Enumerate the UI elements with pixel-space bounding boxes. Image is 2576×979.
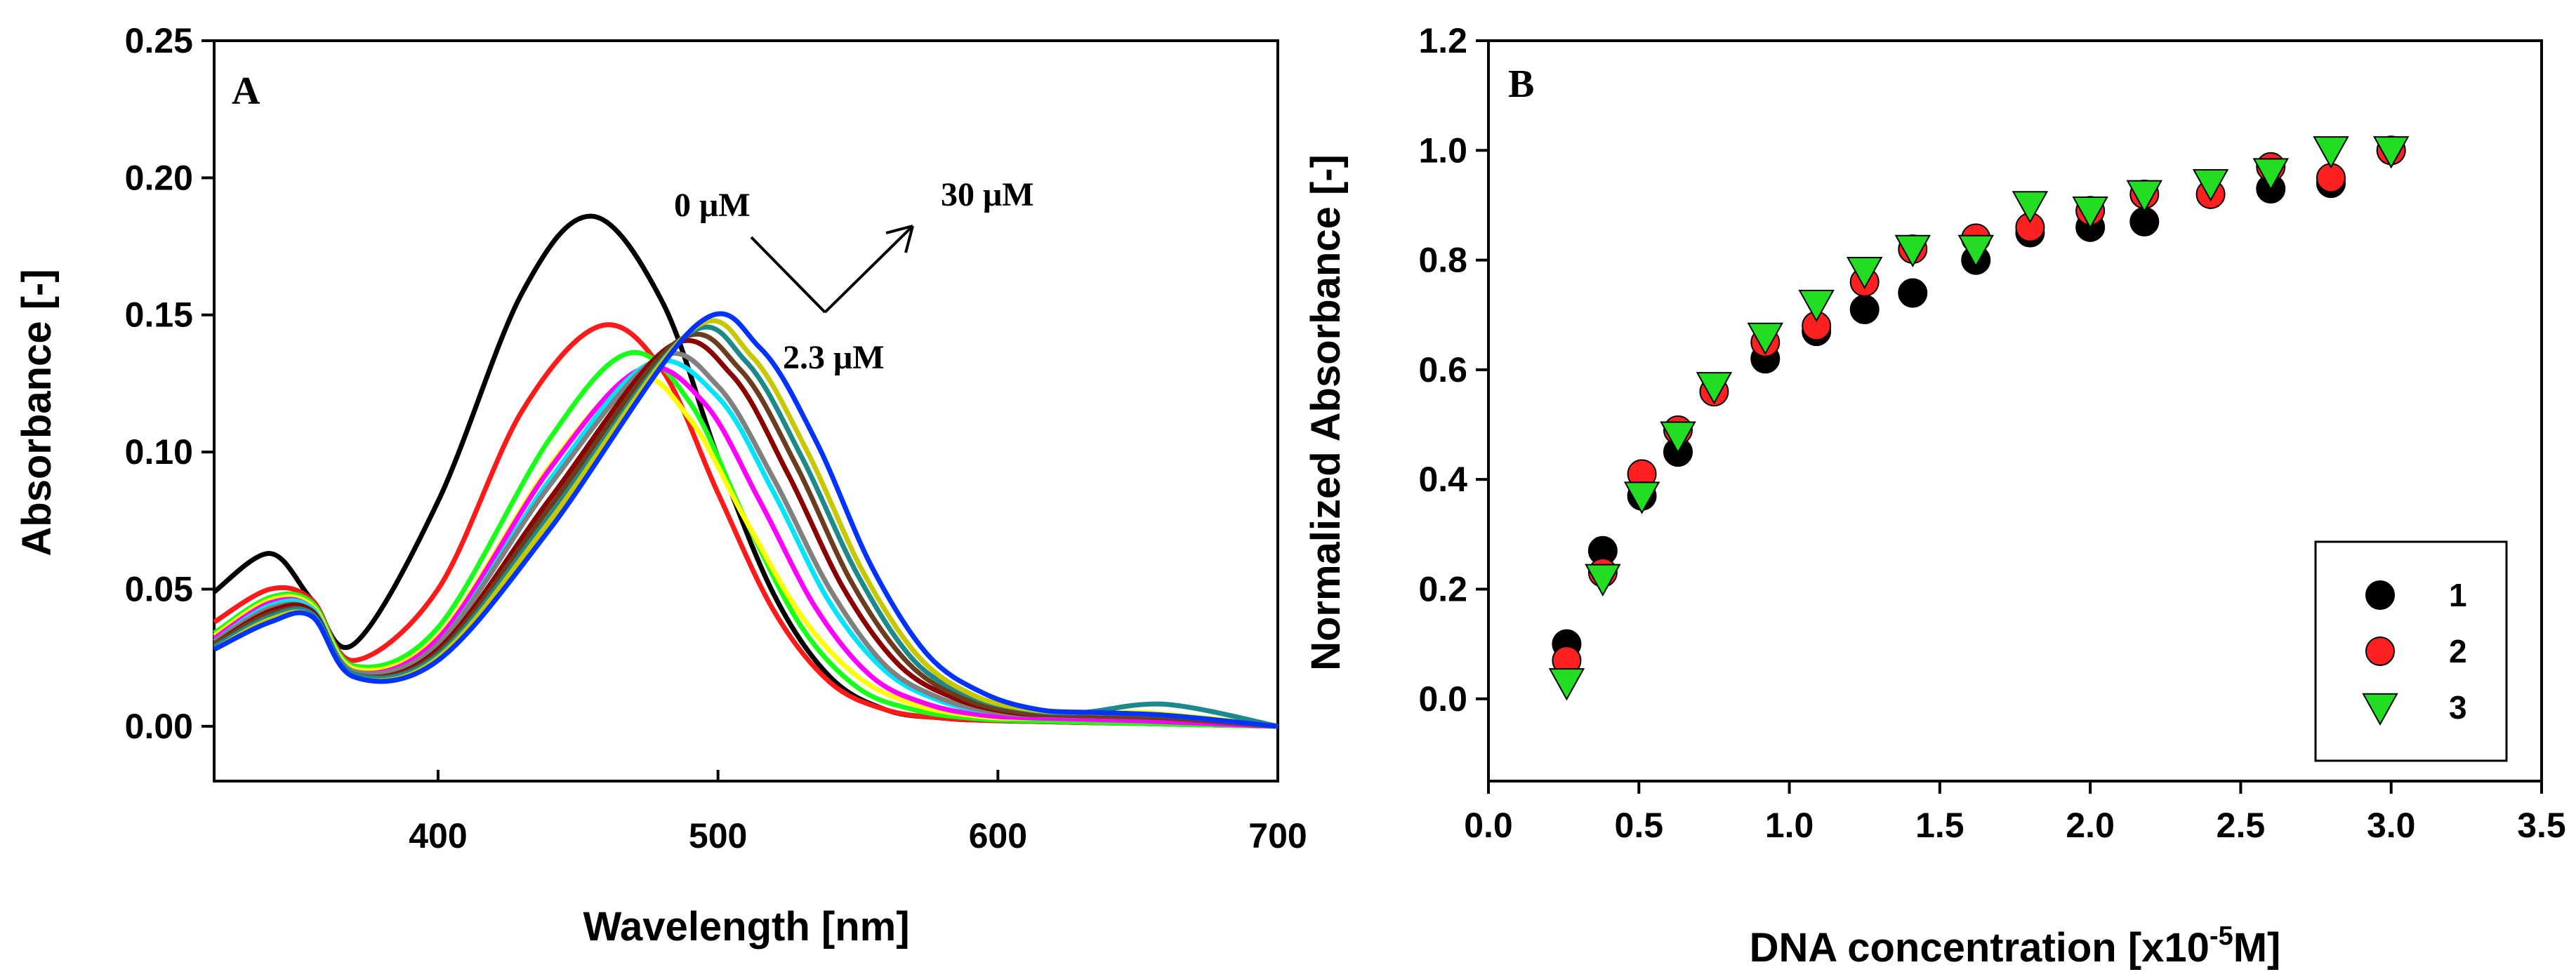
a-xtick-label: 700 [1248, 816, 1307, 855]
legend-label-1: 1 [2449, 577, 2467, 613]
b-ytick-label: 0.6 [1418, 350, 1467, 389]
a-ytick-label: 0.20 [125, 158, 193, 197]
a-ytick-label: 0.25 [125, 21, 193, 60]
panel-b: 0.0 0.5 1.0 1.5 2.0 2.5 3.0 3.5 0.0 0.2 0.4 0.6 0.8 1… [1303, 21, 2566, 971]
b-ytick-label: 0.2 [1418, 569, 1467, 608]
annotation-end: 30 μM [941, 176, 1034, 213]
concentration-arrow [750, 225, 914, 314]
legend-marker-3 [2362, 693, 2398, 726]
a-ytick-label: 0.10 [125, 432, 193, 472]
panel-a-label: A [232, 69, 260, 113]
panel-b-axes: 0.0 0.5 1.0 1.5 2.0 2.5 3.0 3.5 0.0 0.2 0.4 0.6 0.8 1… [1418, 21, 2565, 845]
series-3-point [2072, 197, 2108, 229]
b-ytick-label: 0.4 [1418, 460, 1467, 499]
b-xtick-label: 2.5 [2217, 806, 2266, 845]
b-ytick-label: 0.0 [1418, 679, 1467, 719]
spectrum-line-12 [213, 311, 1279, 729]
b-xtick-label: 0.0 [1464, 806, 1513, 845]
panel-a-frame [213, 39, 1279, 782]
legend-label-3: 3 [2449, 689, 2467, 726]
legend-marker-1 [2365, 580, 2395, 610]
series-3-point [2012, 191, 2049, 224]
panel-b-label: B [1508, 62, 1534, 106]
b-xtick-label: 0.5 [1615, 806, 1664, 845]
series-3-point [2252, 158, 2289, 191]
panel-a-axes: 400 500 600 700 0.00 0.05 0.10 0.15 0.20 0.25 [125, 21, 1307, 855]
panel-b-xlabel: DNA concentration [x10-5M] [1750, 921, 2281, 971]
series-3-point [2192, 168, 2229, 202]
series-1-point [1898, 278, 1928, 308]
series-3-point [1696, 372, 1733, 405]
a-xtick-label: 400 [409, 816, 467, 855]
series-3-point [1957, 234, 1994, 268]
legend-box [2314, 540, 2508, 762]
panel-b-ylabel: Normalized Absorbance [-] [1303, 154, 1349, 671]
series-3-point [1747, 322, 1783, 356]
legend-marker-2 [2365, 637, 2395, 666]
series-1-point [1849, 294, 1880, 324]
panel-b-points [1548, 135, 2410, 701]
b-ytick-label: 1.0 [1418, 131, 1467, 170]
legend: 1 2 3 [2314, 540, 2508, 762]
b-xtick-label: 2.0 [2066, 806, 2115, 845]
series-3-point [1847, 257, 1883, 290]
b-xtick-label: 1.5 [1915, 806, 1964, 845]
legend-label-2: 2 [2449, 633, 2467, 670]
panel-a-xlabel: Wavelength [nm] [583, 904, 909, 950]
annotation-mid: 2.3 μM [783, 339, 885, 376]
series-3-point [1894, 234, 1931, 268]
a-xtick-label: 600 [969, 816, 1027, 855]
b-ytick-label: 0.8 [1418, 241, 1467, 280]
b-xtick-label: 3.5 [2517, 806, 2566, 845]
series-3-point [2313, 136, 2349, 169]
annotation-start: 0 μM [674, 187, 751, 224]
series-3-point [1548, 668, 1585, 701]
series-3-point [1798, 289, 1835, 323]
panel-a-ylabel: Absorbance [-] [14, 269, 60, 556]
series-3-point [1585, 564, 1621, 597]
panel-a: 400 500 600 700 0.00 0.05 0.10 0.15 0.20 0.25 A 0… [14, 21, 1307, 950]
a-xtick-label: 500 [689, 816, 747, 855]
panel-a-spectra [212, 213, 1279, 729]
a-ytick-label: 0.00 [125, 707, 193, 746]
a-ytick-label: 0.05 [125, 569, 193, 608]
series-3-point [2126, 180, 2162, 213]
b-xtick-label: 1.0 [1765, 806, 1814, 845]
b-xtick-label: 3.0 [2367, 806, 2416, 845]
series-3-point [1623, 481, 1660, 514]
series-3-point [2373, 136, 2410, 169]
a-ytick-label: 0.15 [125, 295, 193, 335]
b-ytick-label: 1.2 [1418, 21, 1467, 60]
series-3-point [1660, 421, 1696, 454]
